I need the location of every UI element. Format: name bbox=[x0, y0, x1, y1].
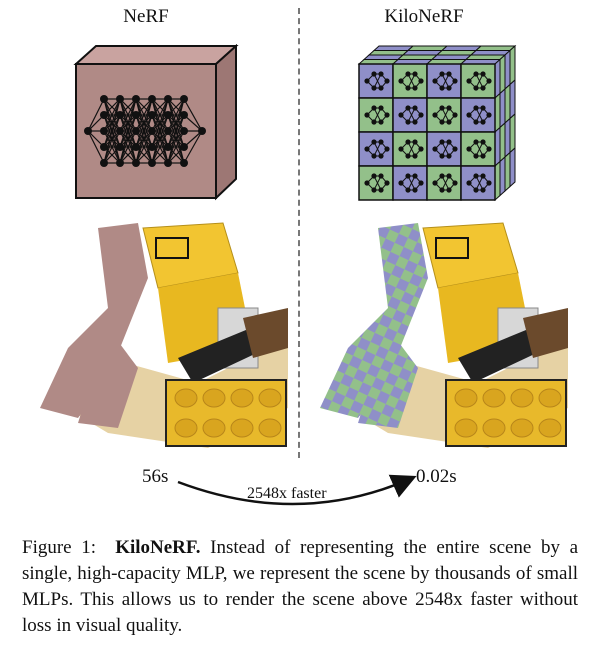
kilonerf-cube-illustration bbox=[357, 44, 517, 202]
panel-divider bbox=[298, 8, 300, 458]
kilonerf-title: KiloNeRF bbox=[384, 6, 464, 27]
kilonerf-lego-render bbox=[320, 222, 568, 448]
speedup-label: 2548x faster bbox=[247, 485, 327, 502]
nerf-render-time: 56s bbox=[142, 466, 169, 487]
nerf-cube-illustration bbox=[73, 44, 239, 201]
nerf-title: NeRF bbox=[123, 6, 169, 27]
caption-text: Instead of representing the entire scene… bbox=[22, 537, 578, 636]
figure-caption: Figure 1: KiloNeRF. Instead of represent… bbox=[22, 535, 578, 639]
nerf-lego-render bbox=[40, 222, 288, 448]
caption-label: Figure 1: bbox=[22, 537, 96, 558]
caption-bold: KiloNeRF. bbox=[115, 537, 201, 558]
kilonerf-render-time: 0.02s bbox=[416, 466, 457, 487]
